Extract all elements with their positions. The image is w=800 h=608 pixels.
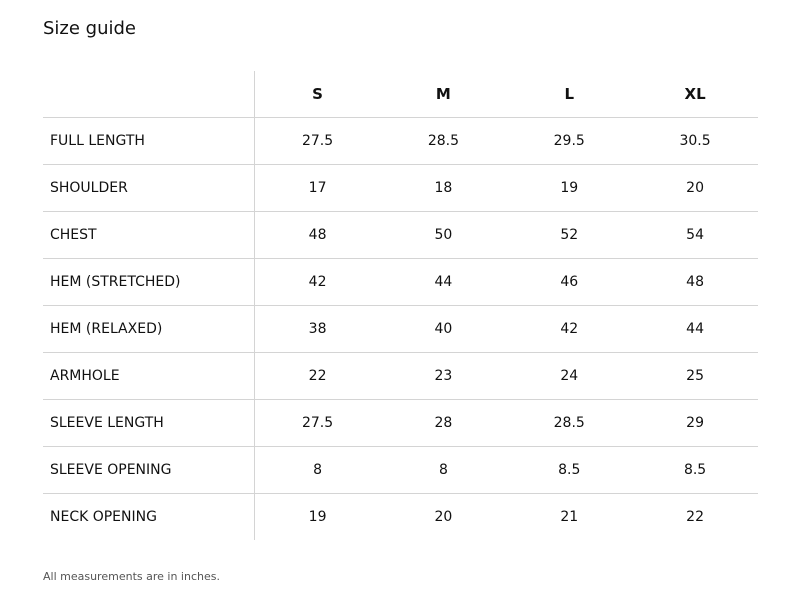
table-row: SLEEVE LENGTH 27.5 28 28.5 29 — [43, 399, 758, 447]
cell-value: 28.5 — [380, 117, 507, 165]
cell-value: 25 — [632, 352, 758, 400]
table-row: CHEST 48 50 52 54 — [43, 211, 758, 259]
row-label: CHEST — [43, 211, 255, 259]
cell-value: 44 — [632, 305, 758, 353]
size-header-xl: XL — [632, 71, 758, 118]
cell-value: 24 — [506, 352, 633, 400]
row-label: HEM (RELAXED) — [43, 305, 255, 353]
row-label: ARMHOLE — [43, 352, 255, 400]
cell-value: 46 — [506, 258, 633, 306]
corner-cell — [43, 71, 255, 118]
cell-value: 27.5 — [254, 399, 381, 447]
table-row: SLEEVE OPENING 8 8 8.5 8.5 — [43, 446, 758, 494]
cell-value: 8.5 — [632, 446, 758, 494]
cell-value: 54 — [632, 211, 758, 259]
row-label: SLEEVE LENGTH — [43, 399, 255, 447]
cell-value: 19 — [308, 509, 327, 525]
cell-value: 20 — [632, 164, 758, 212]
cell-value: 29 — [632, 399, 758, 447]
table-row: HEM (RELAXED) 38 40 42 44 — [43, 305, 758, 353]
row-label: HEM (STRETCHED) — [43, 258, 255, 306]
cell-value: 48 — [632, 258, 758, 306]
table-row: ARMHOLE 22 23 24 25 — [43, 352, 758, 400]
size-header-m: M — [380, 71, 507, 118]
cell-value: 8 — [380, 446, 507, 494]
cell-value: 28.5 — [506, 399, 633, 447]
cell-value: 38 — [254, 305, 381, 353]
cell-value: 8.5 — [506, 446, 633, 494]
cell-value: 40 — [380, 305, 507, 353]
cell-value: 22 — [686, 509, 704, 525]
cell-value: 21 — [560, 509, 579, 525]
page-title: Size guide — [43, 18, 137, 39]
size-table: S M L XL FULL LENGTH 27.5 28.5 29.5 30.5… — [43, 71, 758, 540]
header-row: S M L XL — [43, 71, 758, 118]
cell-value: 44 — [380, 258, 507, 306]
cell-value: 8 — [254, 446, 381, 494]
cell-value: 28 — [380, 399, 507, 447]
cell-value: 50 — [380, 211, 507, 259]
size-header-s: S — [254, 71, 381, 118]
measurement-note: All measurements are in inches. — [43, 570, 220, 583]
table-row: HEM (STRETCHED) 42 44 46 48 — [43, 258, 758, 306]
cell-value: 17 — [254, 164, 381, 212]
table-row: NECK OPENING 19 20 21 22 — [43, 493, 758, 540]
table-row: FULL LENGTH 27.5 28.5 29.5 30.5 — [43, 117, 758, 165]
cell-value: 42 — [506, 305, 633, 353]
cell-value: 20 — [434, 509, 453, 525]
cell-value: 19 — [506, 164, 633, 212]
cell-value: 18 — [380, 164, 507, 212]
row-label: FULL LENGTH — [43, 117, 255, 165]
row-label: SHOULDER — [43, 164, 255, 212]
cell-value: 42 — [254, 258, 381, 306]
cell-value: 48 — [254, 211, 381, 259]
cell-value: 22 — [254, 352, 381, 400]
cell-value: 30.5 — [632, 117, 758, 165]
cell-value: 27.5 — [254, 117, 381, 165]
row-label: NECK OPENING — [43, 493, 255, 540]
cell-value: 52 — [506, 211, 633, 259]
cell-value: 29.5 — [506, 117, 633, 165]
row-label: SLEEVE OPENING — [43, 446, 255, 494]
cell-value: 23 — [380, 352, 507, 400]
table-row: SHOULDER 17 18 19 20 — [43, 164, 758, 212]
size-header-l: L — [506, 71, 633, 118]
